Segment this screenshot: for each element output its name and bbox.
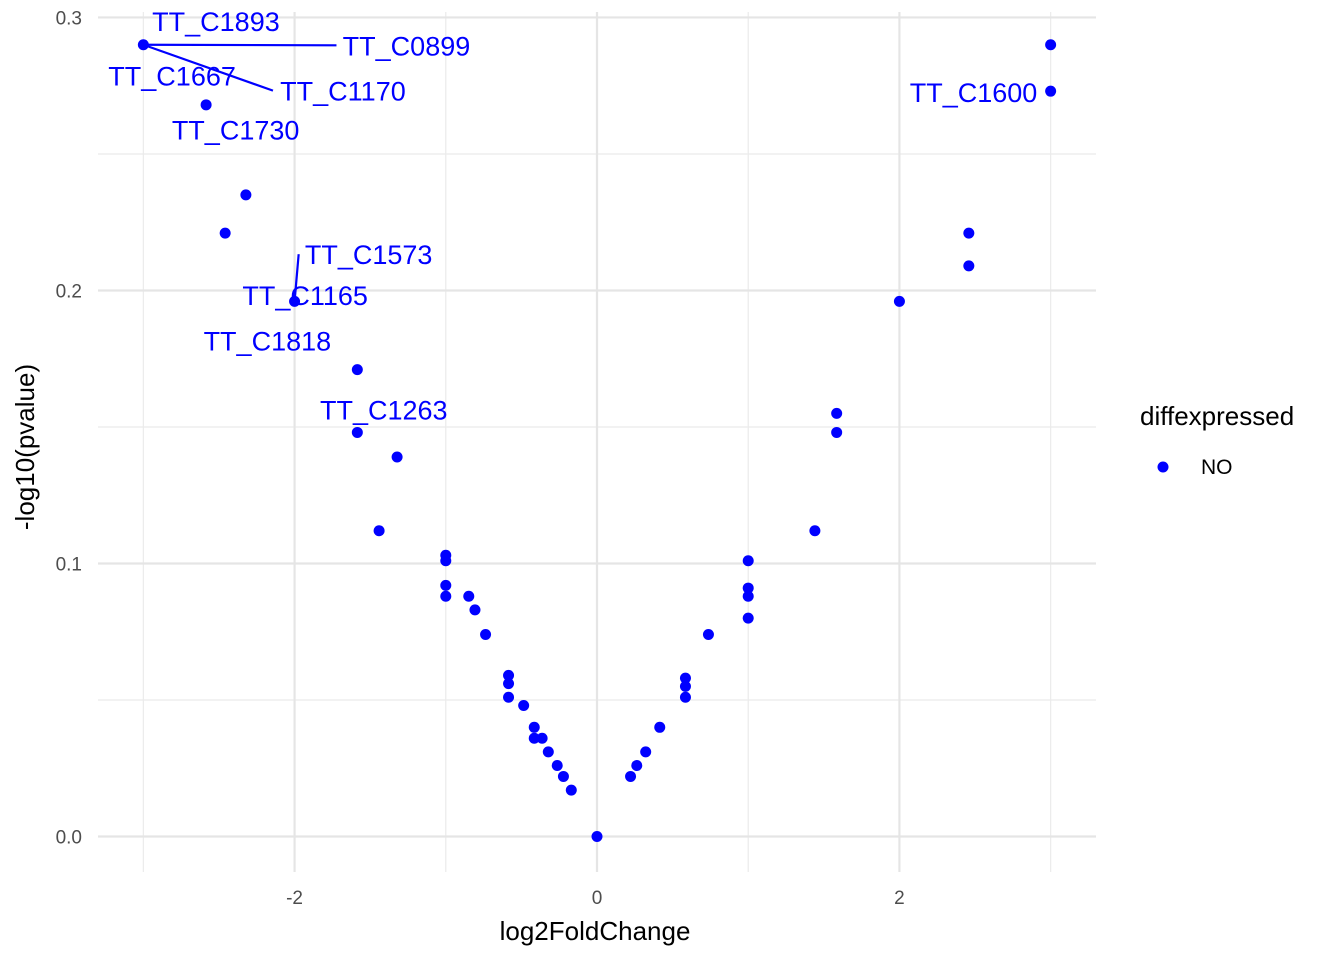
data-point: [440, 555, 452, 567]
legend-key-point: [1157, 461, 1169, 473]
data-point: [503, 691, 515, 703]
point-label: TT_C1818: [204, 327, 332, 357]
point-label: TT_C1600: [910, 78, 1038, 108]
point-label: TT_C1667: [108, 62, 236, 92]
data-point: [373, 525, 385, 537]
data-point: [351, 364, 363, 376]
data-point: [137, 39, 149, 51]
y-tick-label: 0.1: [56, 554, 82, 575]
data-point: [551, 760, 563, 772]
data-point: [219, 227, 231, 239]
data-point: [1045, 85, 1057, 97]
data-point: [480, 628, 492, 640]
data-point: [893, 295, 905, 307]
data-point: [240, 189, 252, 201]
data-point: [1045, 39, 1057, 51]
data-point: [831, 407, 843, 419]
grid-lines: [98, 12, 1096, 872]
data-point: [200, 99, 212, 111]
label-leader-line: [293, 254, 300, 302]
y-tick-label: 0.0: [56, 828, 82, 849]
data-point: [440, 579, 452, 591]
data-point: [963, 260, 975, 272]
legend: diffexpressed NO: [1140, 401, 1294, 479]
x-tick-label: 2: [894, 888, 905, 909]
y-axis-ticks: 0.0 0.1 0.2 0.3: [56, 8, 82, 848]
data-point: [528, 732, 540, 744]
x-axis-ticks: -2 0 2: [286, 888, 905, 909]
data-point: [679, 680, 691, 692]
point-label: TT_C1165: [242, 281, 368, 311]
y-tick-label: 0.3: [56, 8, 82, 29]
data-point: [391, 451, 403, 463]
data-point: [503, 678, 515, 690]
label-leader-line: [142, 43, 274, 92]
data-point: [963, 227, 975, 239]
legend-entries: NO: [1157, 456, 1233, 479]
data-point: [679, 691, 691, 703]
data-point: [631, 760, 643, 772]
data-point: [528, 721, 540, 733]
data-point: [536, 732, 548, 744]
data-point: [518, 699, 530, 711]
data-point: [654, 721, 666, 733]
data-point: [625, 770, 637, 782]
x-tick-label: -2: [286, 888, 303, 909]
data-point: [640, 746, 652, 758]
data-point: [503, 669, 515, 681]
data-point: [809, 525, 821, 537]
data-point: [289, 295, 301, 307]
x-tick-label: 0: [592, 888, 603, 909]
y-tick-label: 0.2: [56, 281, 82, 302]
point-label: TT_C1893: [152, 7, 280, 37]
data-points: [137, 39, 1057, 843]
point-labels: TT_C1893 TT_C0899 TT_C1667 TT_C1170 TT_C1730…: [108, 7, 1037, 426]
data-point: [742, 555, 754, 567]
data-point: [463, 590, 475, 602]
data-point: [679, 672, 691, 684]
data-point: [702, 628, 714, 640]
point-label: TT_C1573: [305, 240, 433, 270]
point-label: TT_C0899: [343, 31, 471, 61]
label-leader-line: [143, 43, 337, 47]
data-point: [351, 426, 363, 438]
data-point: [542, 746, 554, 758]
data-point: [831, 426, 843, 438]
x-axis-title: log2FoldChange: [500, 916, 691, 946]
legend-label: NO: [1201, 456, 1233, 479]
point-label: TT_C1730: [172, 115, 300, 145]
data-point: [565, 784, 577, 796]
data-point: [742, 582, 754, 594]
data-point: [440, 590, 452, 602]
point-label: TT_C1170: [280, 77, 406, 107]
data-point: [469, 604, 481, 616]
legend-title: diffexpressed: [1140, 401, 1294, 431]
y-axis-title: -log10(pvalue): [10, 364, 40, 530]
data-point: [742, 612, 754, 624]
data-point: [557, 770, 569, 782]
label-leader-lines: [142, 43, 337, 302]
data-point: [742, 590, 754, 602]
point-label: TT_C1263: [320, 396, 448, 426]
data-point: [591, 831, 603, 843]
